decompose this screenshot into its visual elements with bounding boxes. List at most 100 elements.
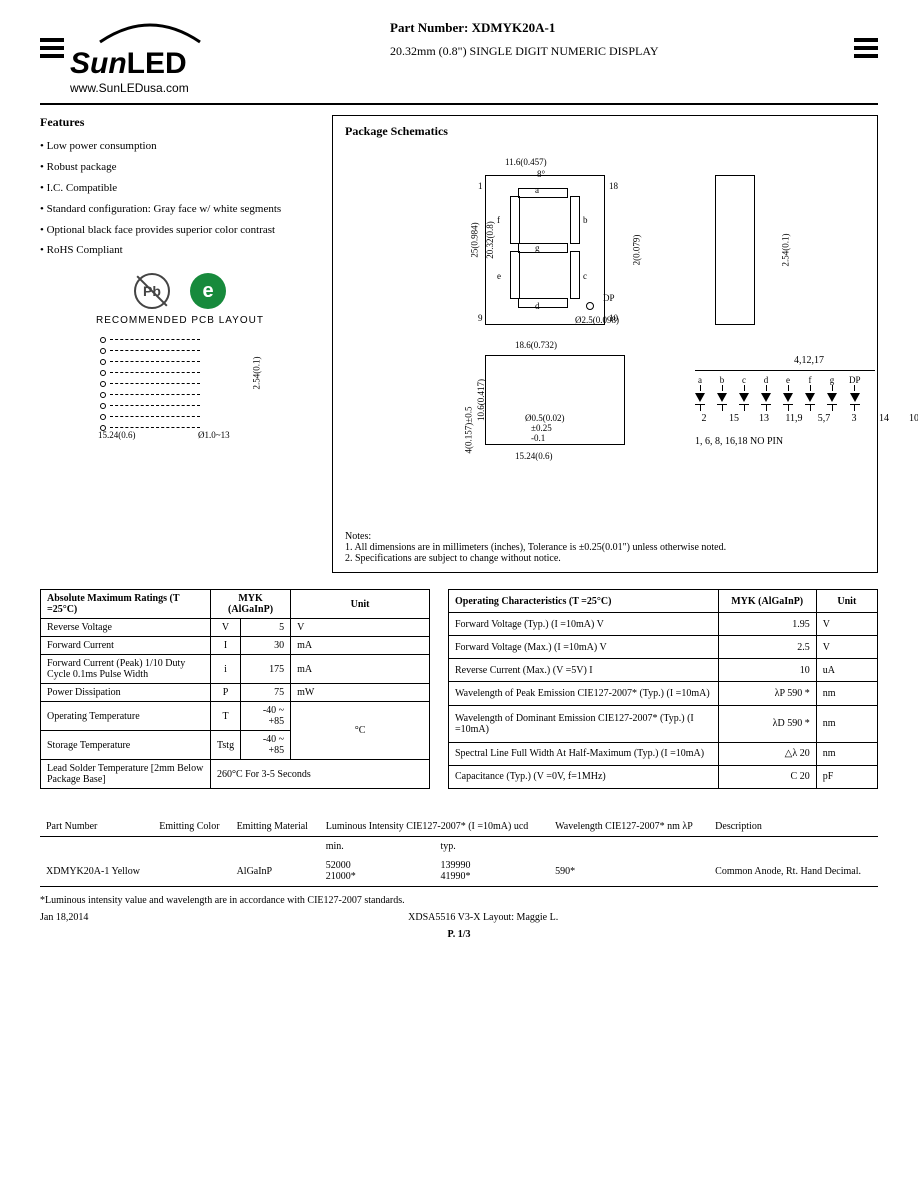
menu-icon[interactable] — [40, 38, 64, 58]
pt-min2: 21000* — [326, 871, 429, 882]
note-1: 1. All dimensions are in millimeters (in… — [345, 542, 865, 553]
led-symbol: d — [761, 375, 771, 411]
pt-h1: Emitting Color — [153, 817, 230, 837]
op-param: Capacitance (Typ.) (V =0V, f=1MHz) — [449, 765, 719, 788]
features-list: Low power consumption Robust package I.C… — [40, 136, 320, 261]
led-symbol: g — [827, 375, 837, 411]
dim-label: 15.24(0.6) — [98, 430, 136, 440]
schematics-panel: Package Schematics 11.6(0.457) 8° 25(0.9… — [332, 115, 878, 573]
brand-url: www.SunLEDusa.com — [70, 81, 230, 95]
op-param: Reverse Current (Max.) (V =5V) I — [449, 659, 719, 682]
brand-led: LED — [127, 47, 187, 80]
rohs-icon: e — [190, 273, 226, 309]
dim-label: ±0.25 — [531, 423, 552, 433]
features-heading: Features — [40, 115, 320, 130]
page-number: P. 1/3 — [40, 929, 878, 940]
led-symbol: DP — [849, 375, 861, 411]
brand-logo: SunLED www.SunLEDusa.com — [70, 20, 230, 95]
abs-max-ratings-table: Absolute Maximum Ratings (T =25°C) MYK (A… — [40, 589, 430, 789]
pt-h5: Description — [709, 817, 878, 837]
feature-item: I.C. Compatible — [40, 178, 320, 199]
op-param: Wavelength of Peak Emission CIE127-2007*… — [449, 682, 719, 705]
notes-title: Notes: — [345, 531, 865, 542]
op-param: Wavelength of Dominant Emission CIE127-2… — [449, 705, 719, 742]
dim-label: 2(0.079) — [631, 235, 641, 266]
amr-title: Absolute Maximum Ratings (T =25°C) — [47, 593, 179, 615]
part-desc: 20.32mm (0.8") SINGLE DIGIT NUMERIC DISP… — [390, 42, 854, 61]
dim-label: Ø0.5(0.02) — [525, 413, 565, 423]
pn-value: XDMYK20A-1 — [472, 20, 556, 35]
anode-pins: 4,12,17 — [695, 355, 918, 366]
front-view-drawing — [485, 175, 605, 325]
brand-sun: Sun — [70, 47, 127, 80]
bottom-view-drawing — [485, 355, 625, 445]
amr-param: Storage Temperature — [41, 731, 211, 760]
dim-label: 15.24(0.6) — [515, 451, 553, 461]
pt-desc: Common Anode, Rt. Hand Decimal. — [709, 856, 878, 887]
dim-label: Ø1.0~13 — [198, 430, 230, 440]
pt-h0: Part Number — [40, 817, 153, 837]
dim-label: 25(0.984) — [470, 222, 480, 257]
part-block: Part Number: XDMYK20A-1 20.32mm (0.8") S… — [390, 20, 854, 61]
amr-param: Power Dissipation — [41, 684, 211, 702]
feature-item: Low power consumption — [40, 136, 320, 157]
pt-pn: XDMYK20A-1 — [46, 866, 109, 877]
pt-wl: 590* — [549, 856, 709, 887]
pt-h2: Emitting Material — [231, 817, 320, 837]
dim-label: 2.54(0.1) — [252, 357, 262, 390]
note-2: 2. Specifications are subject to change … — [345, 553, 865, 564]
feature-item: Robust package — [40, 157, 320, 178]
op-param: Forward Voltage (Typ.) (I =10mA) V — [449, 613, 719, 636]
dim-label: 8° — [537, 169, 545, 179]
amr-col2: MYK (AlGaInP) — [228, 593, 273, 615]
dim-label: 2.54(0.1) — [781, 234, 791, 267]
pt-h4: Wavelength CIE127-2007* nm λP — [549, 817, 709, 837]
footer-date: Jan 18,2014 — [40, 912, 88, 923]
side-view-drawing — [715, 175, 755, 325]
pn-label: Part Number: — [390, 20, 468, 35]
schematics-heading: Package Schematics — [345, 124, 865, 139]
footer-mid: XDSA5516 V3-X Layout: Maggie L. — [408, 912, 558, 923]
pt-mat: AlGaInP — [231, 856, 320, 887]
pcb-title: RECOMMENDED PCB LAYOUT — [40, 315, 320, 326]
dim-label: 4(0.157)±0.5 — [463, 407, 473, 454]
led-symbol: a — [695, 375, 705, 411]
dim-label: -0.1 — [531, 433, 545, 443]
amr-param: Forward Current (Peak) 1/10 Duty Cycle 0… — [41, 655, 211, 684]
part-summary-table: Part Number Emitting Color Emitting Mate… — [40, 817, 878, 887]
circuit-diagram: 4,12,17 abcdefgDP 2151311,95,731410 1, 6… — [695, 355, 918, 447]
dim-label: 20.32(0.8) — [485, 221, 495, 259]
menu-icon-right[interactable] — [854, 38, 878, 58]
pt-sub-min: min. — [320, 837, 435, 857]
led-symbol: f — [805, 375, 815, 411]
amr-param: Forward Current — [41, 637, 211, 655]
cie-footnote: *Luminous intensity value and wavelength… — [40, 895, 878, 906]
led-symbol: b — [717, 375, 727, 411]
amr-solder: Lead Solder Temperature [2mm Below Packa… — [41, 760, 211, 789]
led-symbol: c — [739, 375, 749, 411]
pt-h3: Luminous Intensity CIE127-2007* (I =10mA… — [320, 817, 549, 837]
pt-sub-typ: typ. — [434, 837, 549, 857]
operating-char-table: Operating Characteristics (T =25°C) MYK (… — [448, 589, 878, 789]
schematic-notes: Notes: 1. All dimensions are in millimet… — [345, 531, 865, 564]
feature-item: RoHS Compliant — [40, 240, 320, 261]
amr-param: Operating Temperature — [41, 702, 211, 731]
op-param: Forward Voltage (Max.) (I =10mA) V — [449, 636, 719, 659]
dim-label: 11.6(0.457) — [505, 157, 547, 167]
op-title: Operating Characteristics (T =25°C) — [455, 596, 611, 607]
op-col2: MYK (AlGaInP) — [731, 596, 803, 607]
dim-label: 10.6(0.417) — [476, 379, 486, 421]
pt-typ2: 41990* — [440, 871, 543, 882]
pt-color: Yellow — [111, 866, 139, 877]
no-pin-note: 1, 6, 8, 16,18 NO PIN — [695, 436, 918, 447]
amr-param: Reverse Voltage — [41, 619, 211, 637]
pcb-layout-drawing: 15.24(0.6) Ø1.0~13 2.54(0.1) — [40, 328, 320, 438]
pb-free-icon: Pb — [134, 273, 170, 309]
op-param: Spectral Line Full Width At Half-Maximum… — [449, 742, 719, 765]
led-symbol: e — [783, 375, 793, 411]
features-block: Features Low power consumption Robust pa… — [40, 115, 320, 261]
pt-typ1: 139990 — [440, 860, 543, 871]
pt-min1: 52000 — [326, 860, 429, 871]
feature-item: Optional black face provides superior co… — [40, 220, 320, 241]
feature-item: Standard configuration: Gray face w/ whi… — [40, 199, 320, 220]
